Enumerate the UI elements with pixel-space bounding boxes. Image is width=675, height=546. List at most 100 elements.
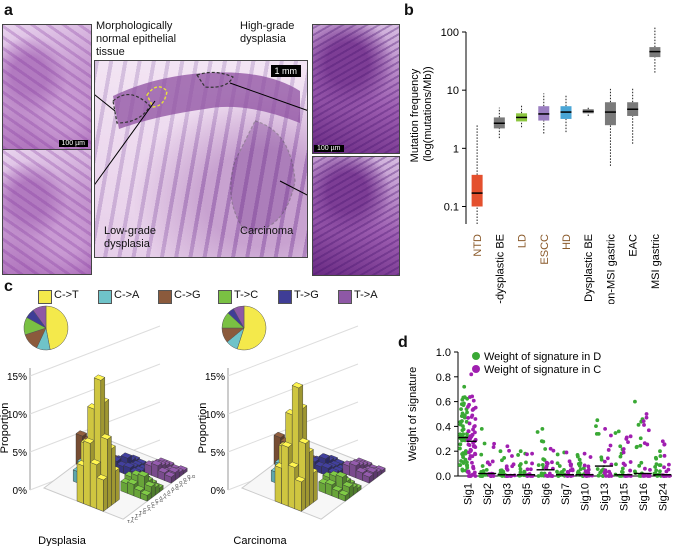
strip-point xyxy=(540,462,545,467)
strip-point xyxy=(568,463,573,468)
strip-point xyxy=(473,445,478,449)
label-high-grade: High-grade dysplasia xyxy=(240,20,295,45)
strip-y-tick-label: 0.6 xyxy=(436,397,451,409)
strip-category-label: Sig6 xyxy=(541,483,553,505)
pie-slice-t-to-a xyxy=(32,305,47,329)
strip-point xyxy=(510,464,515,469)
strip-point xyxy=(518,467,523,471)
histology-normal-image: 100 µm xyxy=(2,24,92,150)
strip-point xyxy=(510,454,514,458)
strip-point xyxy=(480,464,485,468)
bar3d-context-label: T.T xyxy=(135,513,142,518)
strip-point xyxy=(582,463,587,468)
boxplot-category-label: Non-MSI gastric xyxy=(605,234,617,304)
strip-point xyxy=(462,384,467,389)
strip-point xyxy=(465,460,469,465)
boxplot-category-label: EAC xyxy=(628,234,640,257)
strip-point xyxy=(667,462,671,467)
strip-point xyxy=(468,447,473,452)
strip-point xyxy=(468,395,472,399)
legend-swatch xyxy=(338,290,352,304)
bar3d-bar-top xyxy=(291,382,304,389)
strip-legend-label: Weight of signature in C xyxy=(484,364,601,376)
strip-point xyxy=(633,399,637,404)
bar3d-z-tick-label: 0% xyxy=(13,486,28,497)
strip-point xyxy=(645,442,650,447)
strip-point xyxy=(469,372,474,377)
strip-point xyxy=(605,456,610,461)
panel-label-a: a xyxy=(4,2,13,19)
strip-y-tick-label: 0.4 xyxy=(436,421,451,433)
bar3d-bar-top xyxy=(348,460,361,467)
strip-point xyxy=(654,468,659,473)
bar3d-bar-side xyxy=(309,448,314,506)
strip-point xyxy=(482,441,487,446)
strip-point xyxy=(654,456,659,461)
strip-point xyxy=(643,466,647,471)
boxplot-y-label-line1: Mutation frequency xyxy=(409,68,421,162)
boxplot-category-label: NTD xyxy=(472,234,484,257)
strip-point xyxy=(546,474,550,478)
bar3d-bar-top xyxy=(137,470,150,477)
strip-point xyxy=(628,434,633,439)
strip-point xyxy=(516,453,521,457)
strip-point xyxy=(492,441,497,446)
bar3d-bar-front xyxy=(294,479,302,512)
substitution-3d-bars: 0% 5% 10% 15% Proportion T.AT.CT.TT.GC.AC.CC.… xyxy=(0,305,387,546)
strip-point xyxy=(654,462,659,467)
strip-point xyxy=(479,426,484,431)
strip-point xyxy=(603,426,607,431)
strip-point xyxy=(620,470,625,475)
bar3d-bar-top xyxy=(164,471,176,478)
strip-point xyxy=(458,442,463,447)
bar3d-bar-top xyxy=(342,481,354,488)
strip-legend-label: Weight of signature in D xyxy=(484,351,601,363)
bar3d-bar-top xyxy=(294,476,306,483)
strip-point xyxy=(540,426,545,431)
strip-point xyxy=(536,474,541,478)
strip-point xyxy=(616,429,621,434)
bar3d-bar-top xyxy=(120,452,133,459)
bar3d-bar-top xyxy=(168,466,180,473)
bar3d-context-label: A.T xyxy=(167,489,174,494)
strip-point xyxy=(544,460,549,465)
strip-point xyxy=(500,458,504,463)
boxplot-category-label: ESCC xyxy=(539,234,551,265)
bar3d-context-label: T.C xyxy=(131,516,139,521)
label-low-grade: Low-grade dysplasia xyxy=(104,225,156,250)
bar3d-context-label: G.A xyxy=(175,483,183,488)
bar3d-context-label: G.T xyxy=(183,477,191,482)
histology-carcinoma-image xyxy=(312,156,400,276)
bar3d-context-label: T.A xyxy=(127,519,134,524)
strip-point xyxy=(604,474,608,478)
boxplot-y-label-line2: (log(mutations/Mb)) xyxy=(422,66,434,161)
strip-point xyxy=(491,445,496,450)
bar3d-bar-side xyxy=(301,478,306,512)
strip-point xyxy=(498,449,503,454)
strip-point xyxy=(621,447,626,451)
boxplot-category-label: Non-dysplastic BE xyxy=(494,234,506,304)
boxplot-y-axis-label: Mutation frequency (log(mutations/Mb)) xyxy=(409,66,434,163)
legend-label: T->C xyxy=(234,289,259,301)
strip-point xyxy=(461,438,466,443)
strip-point xyxy=(505,444,510,449)
bar3d-bar-top xyxy=(318,453,331,460)
bar3d-bar-front xyxy=(288,464,295,510)
strip-point xyxy=(467,402,471,407)
box-non-msi-gastric xyxy=(604,102,616,126)
histology-overview-image: 1 mm xyxy=(94,60,308,258)
strip-category-label: Sig2 xyxy=(482,483,494,505)
pie-slice-c-to-t xyxy=(236,305,267,351)
strip-y-tick-label: 0.0 xyxy=(436,471,451,483)
bar3d-bar-top xyxy=(335,471,348,478)
strip-category-label: Sig1 xyxy=(463,483,475,505)
signature-weight-stripplot: 0.0 0.2 0.4 0.6 0.8 1.0 Weight of signature Wei… xyxy=(407,347,672,511)
strip-point xyxy=(603,470,608,475)
bar3d-gridline xyxy=(29,325,161,377)
legend-label: C->G xyxy=(174,289,201,301)
strip-point xyxy=(507,448,511,453)
strip-point xyxy=(666,467,671,472)
strip-point xyxy=(550,460,554,465)
region-normal-outline xyxy=(112,94,151,124)
boxplot-category-label: HD xyxy=(561,234,573,250)
